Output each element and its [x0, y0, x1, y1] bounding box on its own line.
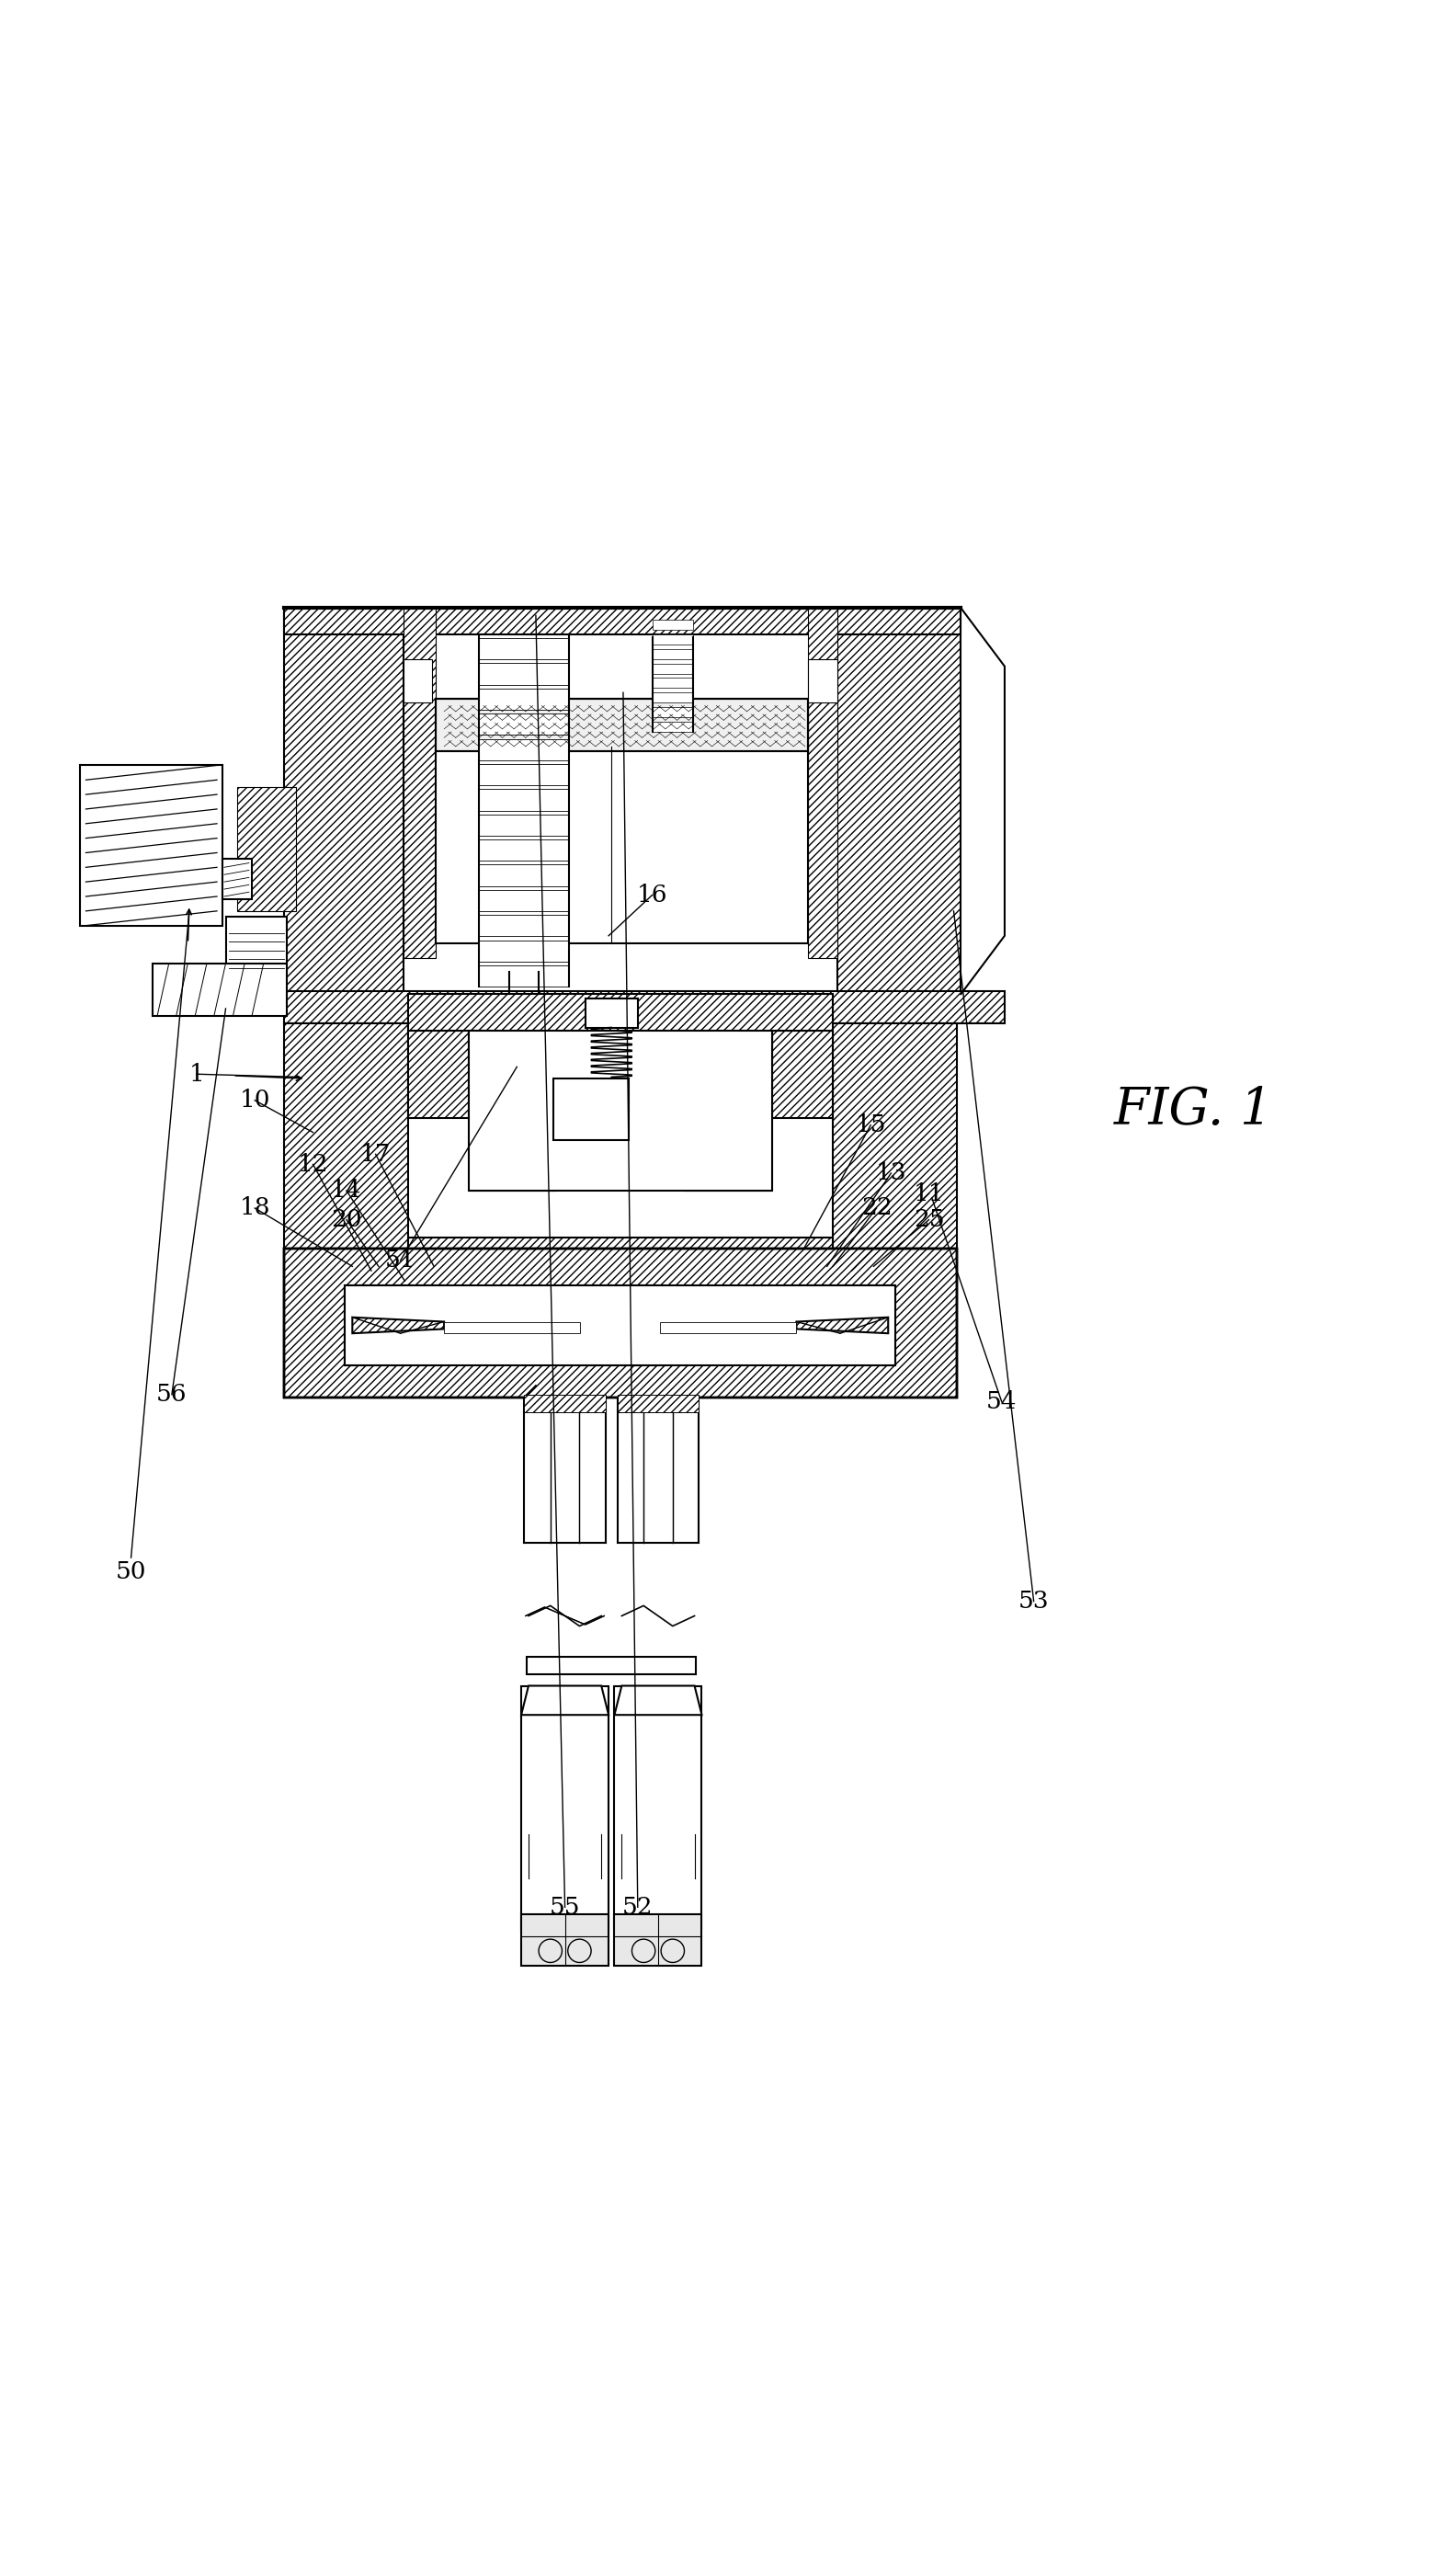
Bar [579, 1286, 660, 1365]
Polygon shape [521, 1687, 609, 1715]
Bar [479, 790, 569, 810]
Bar [772, 1030, 833, 1117]
Polygon shape [614, 1687, 702, 1715]
Bar [345, 1286, 444, 1316]
Text: 13: 13 [875, 1160, 907, 1183]
Bar [684, 1030, 772, 1191]
Bar [796, 1286, 895, 1316]
Bar [345, 1286, 895, 1365]
Bar [403, 659, 432, 703]
Text: 1: 1 [189, 1063, 204, 1086]
Bar [435, 746, 808, 943]
Bar [479, 639, 569, 659]
Bar [661, 1321, 796, 1334]
Bar [479, 713, 569, 736]
Bar [469, 1030, 772, 1191]
Bar [284, 608, 961, 634]
Bar [80, 764, 223, 925]
Bar [284, 608, 403, 994]
Bar [652, 677, 693, 688]
Bar [408, 1237, 833, 1263]
Bar [284, 1250, 957, 1398]
Bar [521, 1687, 609, 1930]
Text: 50: 50 [115, 1562, 147, 1585]
Bar [652, 619, 693, 629]
Bar [614, 1687, 702, 1930]
Bar [284, 992, 1005, 1022]
Bar [796, 1334, 895, 1365]
Bar [479, 838, 569, 861]
Text: 20: 20 [331, 1209, 363, 1232]
Bar [284, 1250, 957, 1398]
Text: 16: 16 [636, 884, 668, 907]
Bar [524, 1396, 606, 1411]
Bar [585, 999, 638, 1028]
Bar [479, 764, 569, 785]
Bar [652, 721, 693, 731]
Bar [833, 1022, 957, 1250]
Text: 54: 54 [986, 1390, 1018, 1413]
Bar [479, 915, 569, 935]
Bar [237, 787, 296, 910]
Text: 12: 12 [297, 1153, 329, 1176]
Bar [408, 1030, 469, 1117]
Bar [469, 1030, 556, 1191]
Bar [479, 739, 569, 759]
Bar [435, 698, 808, 751]
Bar [527, 1656, 696, 1674]
Text: 51: 51 [384, 1250, 416, 1273]
Text: 25: 25 [913, 1209, 945, 1232]
Text: 55: 55 [549, 1897, 581, 1920]
Bar [345, 1334, 444, 1365]
Text: 10: 10 [239, 1089, 271, 1112]
Bar [479, 941, 569, 961]
Bar [444, 1321, 579, 1334]
Text: 17: 17 [360, 1143, 392, 1166]
Bar [585, 999, 638, 1028]
Text: 22: 22 [860, 1196, 893, 1219]
Bar [153, 964, 287, 1015]
Bar [479, 966, 569, 987]
Text: 14: 14 [331, 1178, 363, 1201]
Polygon shape [352, 1316, 444, 1334]
Bar [479, 662, 569, 685]
Text: 52: 52 [622, 1897, 654, 1920]
Bar [479, 864, 569, 887]
Text: 11: 11 [913, 1181, 945, 1204]
Text: 53: 53 [1018, 1590, 1050, 1613]
Bar [614, 1914, 702, 1966]
Bar [652, 708, 693, 718]
Bar [479, 889, 569, 910]
Bar [284, 1022, 408, 1250]
Bar [223, 859, 252, 900]
Bar [435, 698, 808, 751]
Bar [479, 688, 569, 711]
Bar [403, 608, 435, 958]
Bar [521, 1914, 609, 1966]
Bar [617, 1396, 699, 1411]
Bar [808, 608, 837, 958]
Text: 56: 56 [156, 1383, 188, 1406]
Bar [652, 634, 693, 644]
Bar [837, 608, 961, 994]
Polygon shape [796, 1316, 888, 1334]
Bar [553, 1079, 629, 1140]
Bar [808, 659, 837, 703]
Bar [553, 1079, 629, 1140]
Text: 18: 18 [239, 1196, 271, 1219]
Text: FIG. 1: FIG. 1 [1114, 1086, 1274, 1135]
Bar [479, 815, 569, 836]
Bar [652, 665, 693, 675]
Bar [226, 918, 287, 971]
Text: 15: 15 [855, 1114, 887, 1137]
Bar [408, 994, 833, 1030]
Bar [652, 693, 693, 703]
Bar [652, 649, 693, 659]
